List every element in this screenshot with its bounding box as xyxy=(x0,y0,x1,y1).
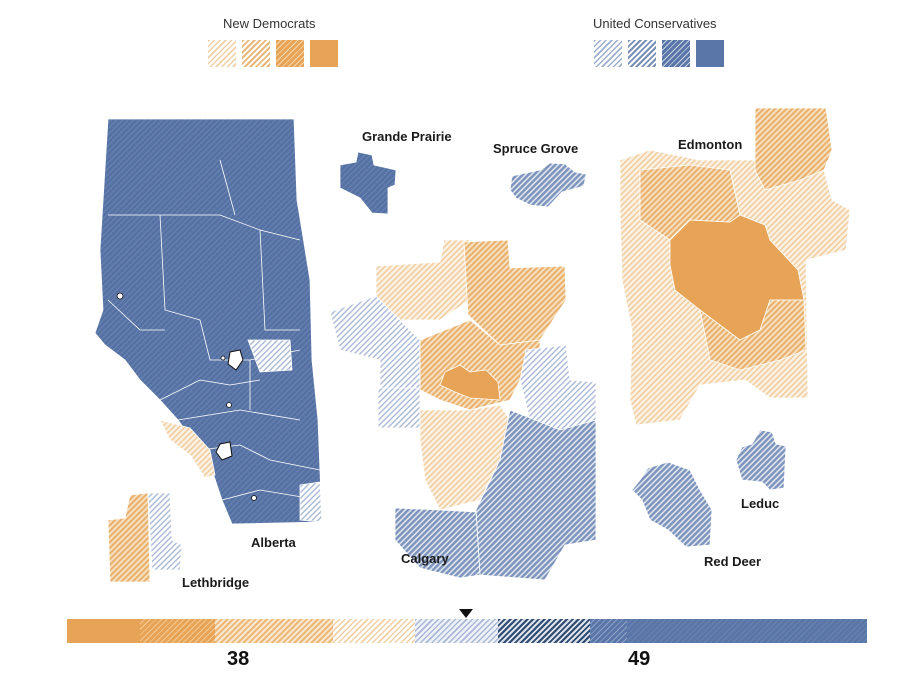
grande-prairie-map xyxy=(339,151,397,215)
majority-marker-icon xyxy=(459,609,473,618)
alberta-ucp-light-district xyxy=(299,481,323,523)
seat-bar-ucp-solid xyxy=(627,619,867,643)
seat-bar-ndp-solid xyxy=(67,619,140,643)
legend-title-ndp: New Democrats xyxy=(223,16,316,31)
calgary-nw-ndp xyxy=(375,239,471,321)
label-edmonton: Edmonton xyxy=(678,137,743,152)
seat-bar-ndp-medium xyxy=(215,619,333,643)
label-spruce-grove: Spruce Grove xyxy=(493,141,579,156)
label-calgary: Calgary xyxy=(401,551,449,566)
leduc-map xyxy=(735,429,787,491)
label-alberta: Alberta xyxy=(251,535,296,550)
spruce-grove-map xyxy=(509,162,587,208)
legend-swatch-ndp-2 xyxy=(242,40,270,67)
calgary-map xyxy=(329,239,597,581)
alberta-central-ucp-medium xyxy=(247,339,293,373)
alberta-edmonton-inset xyxy=(227,349,244,371)
lethbridge-west xyxy=(107,492,151,583)
seat-bar-ucp-dense xyxy=(590,619,627,643)
legend-title-ucp: United Conservatives xyxy=(593,16,717,31)
calgary-west-ucp-light xyxy=(377,387,421,429)
alberta-grande-prairie-dot xyxy=(116,292,124,300)
label-lethbridge: Lethbridge xyxy=(182,575,250,590)
seat-bar xyxy=(67,619,867,643)
seat-bar-ndp-light xyxy=(333,619,415,643)
legend-swatches-ndp xyxy=(208,40,338,67)
label-red-deer: Red Deer xyxy=(704,554,762,569)
label-grande-prairie: Grande Prairie xyxy=(362,129,452,144)
legend-swatch-ndp-3 xyxy=(276,40,304,67)
legend-swatch-ndp-1 xyxy=(208,40,236,67)
alberta-lethbridge-dot xyxy=(251,495,257,501)
red-deer-map xyxy=(631,461,713,548)
calgary-east-ucp xyxy=(519,344,597,431)
legend-swatch-ucp-4 xyxy=(696,40,724,67)
ucp-seat-count: 49 xyxy=(628,648,651,670)
edmonton-north-ndp-medium xyxy=(639,164,741,241)
seat-bar-ucp-light xyxy=(415,619,498,643)
alberta-red-deer-dot xyxy=(226,402,232,408)
edmonton-map xyxy=(619,107,851,426)
edmonton-south-ndp-medium xyxy=(699,299,807,371)
seat-bar-ndp-dense xyxy=(140,619,215,643)
alberta-calgary-inset xyxy=(215,441,233,461)
legend-swatch-ucp-1 xyxy=(594,40,622,67)
legend-swatch-ucp-3 xyxy=(662,40,690,67)
calgary-center-core-ndp xyxy=(439,364,501,401)
calgary-se-ucp xyxy=(475,409,597,581)
edmonton-ne-ndp-medium xyxy=(754,107,833,191)
lethbridge-east xyxy=(147,492,183,571)
seat-bar-ucp-medium xyxy=(498,619,590,643)
legend-swatch-ndp-4 xyxy=(310,40,338,67)
legend-swatch-ucp-2 xyxy=(628,40,656,67)
alberta-spruce-grove-dot xyxy=(220,355,226,361)
lethbridge-map xyxy=(107,492,183,583)
alberta-map xyxy=(94,118,323,525)
calgary-sw-ucp xyxy=(394,507,481,579)
ndp-seat-count: 38 xyxy=(227,648,250,670)
legend-swatches-ucp xyxy=(594,40,724,67)
alberta-south-ndp-district xyxy=(159,419,216,479)
alberta-district-lines xyxy=(107,159,321,501)
calgary-ne-ndp xyxy=(463,239,567,346)
label-leduc: Leduc xyxy=(741,496,780,511)
